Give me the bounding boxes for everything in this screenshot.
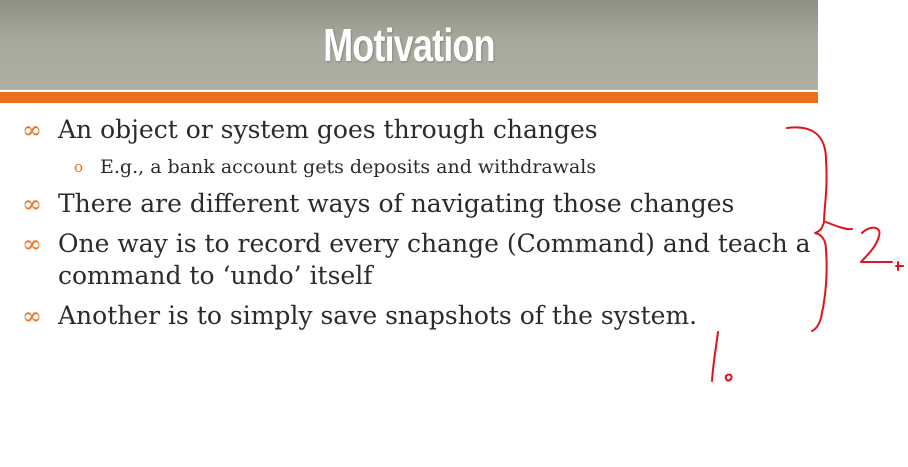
bullet-marker-icon: ∞ bbox=[22, 230, 42, 258]
ink-mark-small bbox=[724, 373, 733, 382]
bullet-text: Another is to simply save snapshots of t… bbox=[58, 301, 698, 330]
sub-bullet-item: o E.g., a bank account gets deposits and… bbox=[22, 154, 822, 180]
ink-mark-small bbox=[895, 261, 904, 271]
slide-title: Motivation bbox=[323, 19, 495, 71]
bullet-item: ∞ There are different ways of navigating… bbox=[22, 188, 822, 220]
ink-brace-tick bbox=[825, 221, 853, 231]
bullet-text: One way is to record every change (Comma… bbox=[58, 229, 811, 290]
bullet-text: There are different ways of navigating t… bbox=[58, 189, 735, 218]
title-bar bbox=[0, 0, 818, 90]
accent-divider bbox=[0, 92, 818, 103]
sub-bullet-marker-icon: o bbox=[74, 158, 84, 176]
bullet-marker-icon: ∞ bbox=[22, 302, 42, 330]
sub-bullet-text: E.g., a bank account gets deposits and w… bbox=[100, 156, 597, 178]
ink-digit-two bbox=[860, 226, 893, 263]
bullet-marker-icon: ∞ bbox=[22, 190, 42, 218]
bullet-text: An object or system goes through changes bbox=[58, 115, 598, 144]
bullet-item: ∞ An object or system goes through chang… bbox=[22, 114, 822, 146]
bullet-item: ∞ One way is to record every change (Com… bbox=[22, 228, 822, 292]
bullet-marker-icon: ∞ bbox=[22, 116, 42, 144]
bullet-item: ∞ Another is to simply save snapshots of… bbox=[22, 300, 822, 332]
bullet-list: ∞ An object or system goes through chang… bbox=[22, 114, 822, 340]
